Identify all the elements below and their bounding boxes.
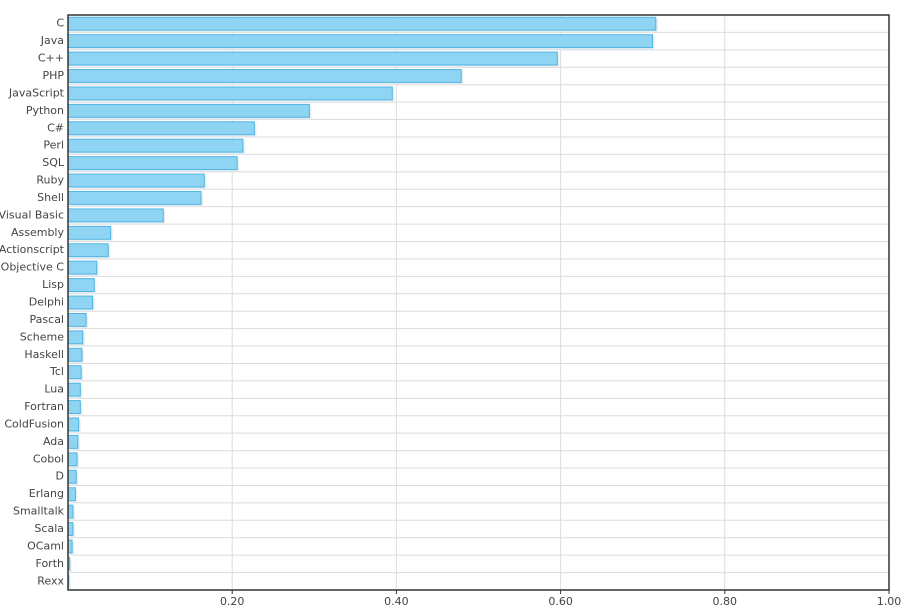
- bar: [67, 121, 255, 136]
- y-tick-label: Objective C: [1, 261, 65, 274]
- y-tick-label: Actionscript: [0, 243, 65, 256]
- y-tick-label: Perl: [43, 139, 64, 152]
- bar: [67, 278, 95, 293]
- y-tick-label: Erlang: [29, 487, 64, 500]
- bar: [67, 86, 393, 101]
- y-tick-label: Visual Basic: [0, 208, 64, 221]
- bar: [67, 347, 83, 362]
- bar: [67, 191, 202, 205]
- bar: [67, 452, 78, 467]
- bar: [67, 69, 462, 83]
- bar: [67, 51, 558, 66]
- y-tick-label: JavaScript: [8, 86, 65, 99]
- bar: [67, 400, 81, 414]
- bar: [67, 312, 87, 327]
- x-tick-label: 0.40: [384, 595, 409, 608]
- bar: [67, 365, 82, 380]
- bar: [67, 434, 79, 449]
- y-tick-label: Delphi: [29, 296, 64, 309]
- bar: [67, 34, 654, 49]
- bar-shadow: [70, 576, 71, 590]
- x-tick-label: 0.80: [713, 595, 738, 608]
- bar: [67, 225, 112, 240]
- y-tick-label: Ada: [43, 435, 64, 448]
- bar: [67, 330, 84, 345]
- y-tick-label: C: [56, 17, 64, 30]
- x-tick-label: 0.60: [548, 595, 573, 608]
- y-tick-label: Java: [40, 34, 64, 47]
- y-tick-label: Python: [26, 104, 64, 117]
- bar: [67, 243, 109, 258]
- y-tick-label: C#: [47, 121, 64, 134]
- y-tick-label: Forth: [36, 557, 65, 570]
- bar: [67, 487, 76, 502]
- y-tick-label: C++: [38, 52, 64, 65]
- bar: [67, 295, 94, 310]
- bar: [67, 469, 77, 484]
- y-tick-label: Shell: [37, 191, 64, 204]
- y-tick-label: Lisp: [42, 278, 64, 291]
- y-tick-label: Pascal: [30, 313, 64, 326]
- y-tick-label: D: [56, 470, 64, 483]
- bar: [67, 208, 164, 223]
- y-tick-label: Rexx: [37, 574, 64, 587]
- y-tick-label: Haskell: [24, 348, 64, 361]
- bar: [67, 173, 205, 188]
- bar: [67, 260, 98, 275]
- bar-shadow: [70, 559, 72, 573]
- y-tick-label: Scheme: [20, 330, 64, 343]
- bar: [67, 103, 310, 118]
- y-tick-label: OCaml: [27, 539, 64, 552]
- bar: [67, 156, 238, 171]
- plot-border: [67, 14, 890, 591]
- y-tick-label: Ruby: [36, 174, 64, 187]
- y-tick-label: Scala: [34, 522, 64, 535]
- y-tick-label: PHP: [42, 69, 64, 82]
- x-tick-label: 0.20: [220, 595, 245, 608]
- bar: [67, 417, 80, 432]
- y-tick-label: Smalltalk: [13, 505, 65, 518]
- bar: [67, 382, 81, 397]
- y-tick-label: ColdFusion: [4, 417, 64, 430]
- y-tick-label: Lua: [44, 383, 64, 396]
- y-tick-label: Fortran: [24, 400, 64, 413]
- y-tick-label: Cobol: [33, 452, 64, 465]
- plot-layer: 0.20 0.40 0.60 0.80 1.00 C Java C++ PHP JavaScrip…: [0, 15, 901, 608]
- bar: [67, 16, 657, 31]
- y-tick-label: Assembly: [11, 226, 65, 239]
- y-tick-label: SQL: [42, 156, 65, 169]
- bar: [67, 138, 244, 153]
- x-tick-label: 1.00: [877, 595, 902, 608]
- y-tick-label: Tcl: [49, 365, 64, 378]
